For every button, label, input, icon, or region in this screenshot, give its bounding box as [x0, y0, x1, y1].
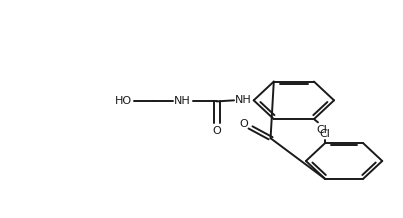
Text: NH: NH — [235, 95, 252, 105]
Text: NH: NH — [174, 96, 191, 106]
Text: O: O — [239, 119, 247, 129]
Text: Cl: Cl — [320, 129, 330, 139]
Text: Cl: Cl — [316, 124, 327, 135]
Text: O: O — [212, 126, 221, 136]
Text: HO: HO — [115, 96, 133, 106]
